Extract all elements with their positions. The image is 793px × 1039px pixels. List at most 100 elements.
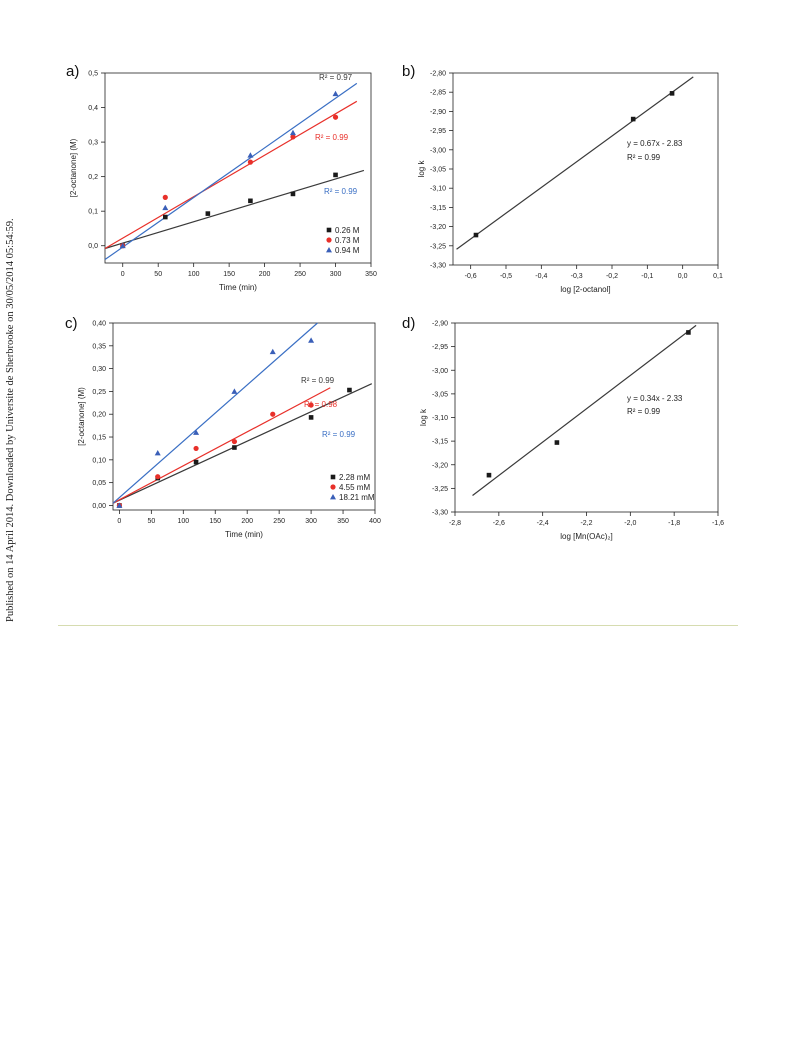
y-tick-label: 0,15 (92, 435, 106, 442)
y-tick-label: -3,20 (430, 224, 446, 231)
y-tick-label: 0,3 (88, 140, 98, 147)
y-tick-label: -2,80 (430, 71, 446, 78)
r-squared-label: R² = 0.98 (304, 400, 338, 409)
data-point (290, 191, 296, 197)
r-squared-label: R² = 0.99 (324, 187, 358, 196)
x-tick-label: 100 (177, 518, 189, 525)
y-tick-label: 0,4 (88, 105, 98, 112)
data-point (473, 232, 479, 238)
r-squared-label: R² = 0.99 (315, 133, 349, 142)
data-point (289, 129, 296, 136)
data-point (193, 445, 199, 452)
y-tick-label: -3,00 (432, 368, 448, 375)
x-tick-label: -0,5 (500, 273, 512, 280)
data-point (162, 194, 168, 200)
y-tick-label: -3,30 (430, 263, 446, 270)
y-axis-label: [2-octanone] (M) (69, 138, 78, 197)
y-tick-label: 0,0 (88, 243, 98, 250)
y-tick-label: -3,30 (432, 510, 448, 517)
x-tick-label: 50 (147, 518, 155, 525)
x-tick-label: 150 (223, 271, 235, 278)
data-point (270, 411, 276, 417)
data-point (247, 159, 254, 165)
y-tick-label: -3,00 (430, 147, 446, 154)
x-tick-label: -0,3 (571, 273, 583, 280)
legend-label: 0.26 M (335, 226, 360, 235)
x-tick-label: -2,2 (580, 520, 592, 527)
y-tick-label: -3,05 (432, 391, 448, 398)
y-tick-label: -2,85 (430, 90, 446, 97)
data-point (333, 172, 338, 178)
x-tick-label: 250 (294, 271, 306, 278)
plot-frame (452, 72, 719, 266)
x-tick-label: 200 (241, 518, 253, 525)
x-tick-label: 0 (121, 271, 125, 278)
y-tick-label: 0,25 (92, 389, 106, 396)
legend-label: 4.55 mM (339, 483, 370, 492)
data-point (686, 330, 691, 335)
data-point (347, 387, 352, 393)
r-squared-label: R² = 0.99 (301, 376, 335, 385)
x-tick-label: 250 (273, 518, 285, 525)
r-squared-label: R² = 0.99 (627, 153, 661, 162)
x-axis-label: Time (min) (219, 283, 257, 292)
data-point (205, 211, 211, 216)
x-tick-label: 300 (330, 271, 342, 278)
data-point (162, 214, 168, 220)
fit-line (472, 324, 697, 496)
x-tick-label: 350 (337, 518, 349, 525)
x-tick-label: -2,8 (449, 520, 461, 527)
data-point (486, 472, 492, 478)
data-point (290, 134, 296, 140)
x-tick-label: 350 (365, 271, 377, 278)
legend-marker (326, 247, 332, 253)
y-tick-label: -2,95 (432, 344, 448, 351)
fit-line (104, 169, 365, 250)
fit-line (456, 76, 694, 250)
legend-marker (330, 474, 336, 480)
r-squared-label: R² = 0.99 (322, 430, 356, 439)
legend-marker (326, 237, 332, 243)
x-tick-label: 300 (305, 518, 317, 525)
fit-line (112, 387, 331, 504)
x-tick-label: 0,0 (678, 273, 688, 280)
data-point (308, 402, 314, 408)
y-tick-label: -3,15 (430, 205, 446, 212)
y-tick-label: 0,35 (92, 343, 106, 350)
y-tick-label: -2,90 (432, 321, 448, 328)
x-tick-label: -2,4 (537, 520, 549, 527)
fit-line (104, 100, 358, 250)
legend-label: 2.28 mM (339, 473, 370, 482)
fit-line (104, 82, 358, 261)
y-tick-label: 0,05 (92, 480, 106, 487)
x-axis-label: Time (min) (225, 530, 263, 539)
y-tick-label: 0,2 (88, 174, 98, 181)
panel-label: a) (66, 63, 79, 80)
data-point (308, 337, 315, 343)
x-tick-label: -0,2 (606, 273, 618, 280)
data-point (248, 198, 253, 204)
data-point (554, 440, 560, 445)
data-point (232, 445, 237, 450)
x-tick-label: 100 (188, 271, 200, 278)
data-point (247, 152, 254, 158)
x-tick-label: -2,6 (493, 520, 505, 527)
plot-frame (454, 322, 719, 513)
y-tick-label: 0,5 (88, 71, 98, 78)
x-axis-label: log [2-octanol] (560, 285, 610, 294)
y-tick-label: 0,30 (92, 366, 106, 373)
legend-marker (330, 484, 336, 490)
x-tick-label: -1,6 (712, 520, 724, 527)
x-tick-label: 400 (369, 518, 381, 525)
panel-label: d) (402, 315, 415, 332)
x-tick-label: 0,1 (713, 273, 723, 280)
page-rule (58, 625, 738, 626)
panel-label: b) (402, 63, 415, 80)
y-tick-label: 0,10 (92, 457, 106, 464)
y-axis-label: log k (417, 160, 426, 178)
y-tick-label: 0,40 (92, 321, 106, 328)
x-tick-label: 50 (154, 271, 162, 278)
fit-equation: y = 0.34x - 2.33 (627, 394, 683, 403)
r-squared-label: R² = 0.97 (319, 73, 353, 82)
